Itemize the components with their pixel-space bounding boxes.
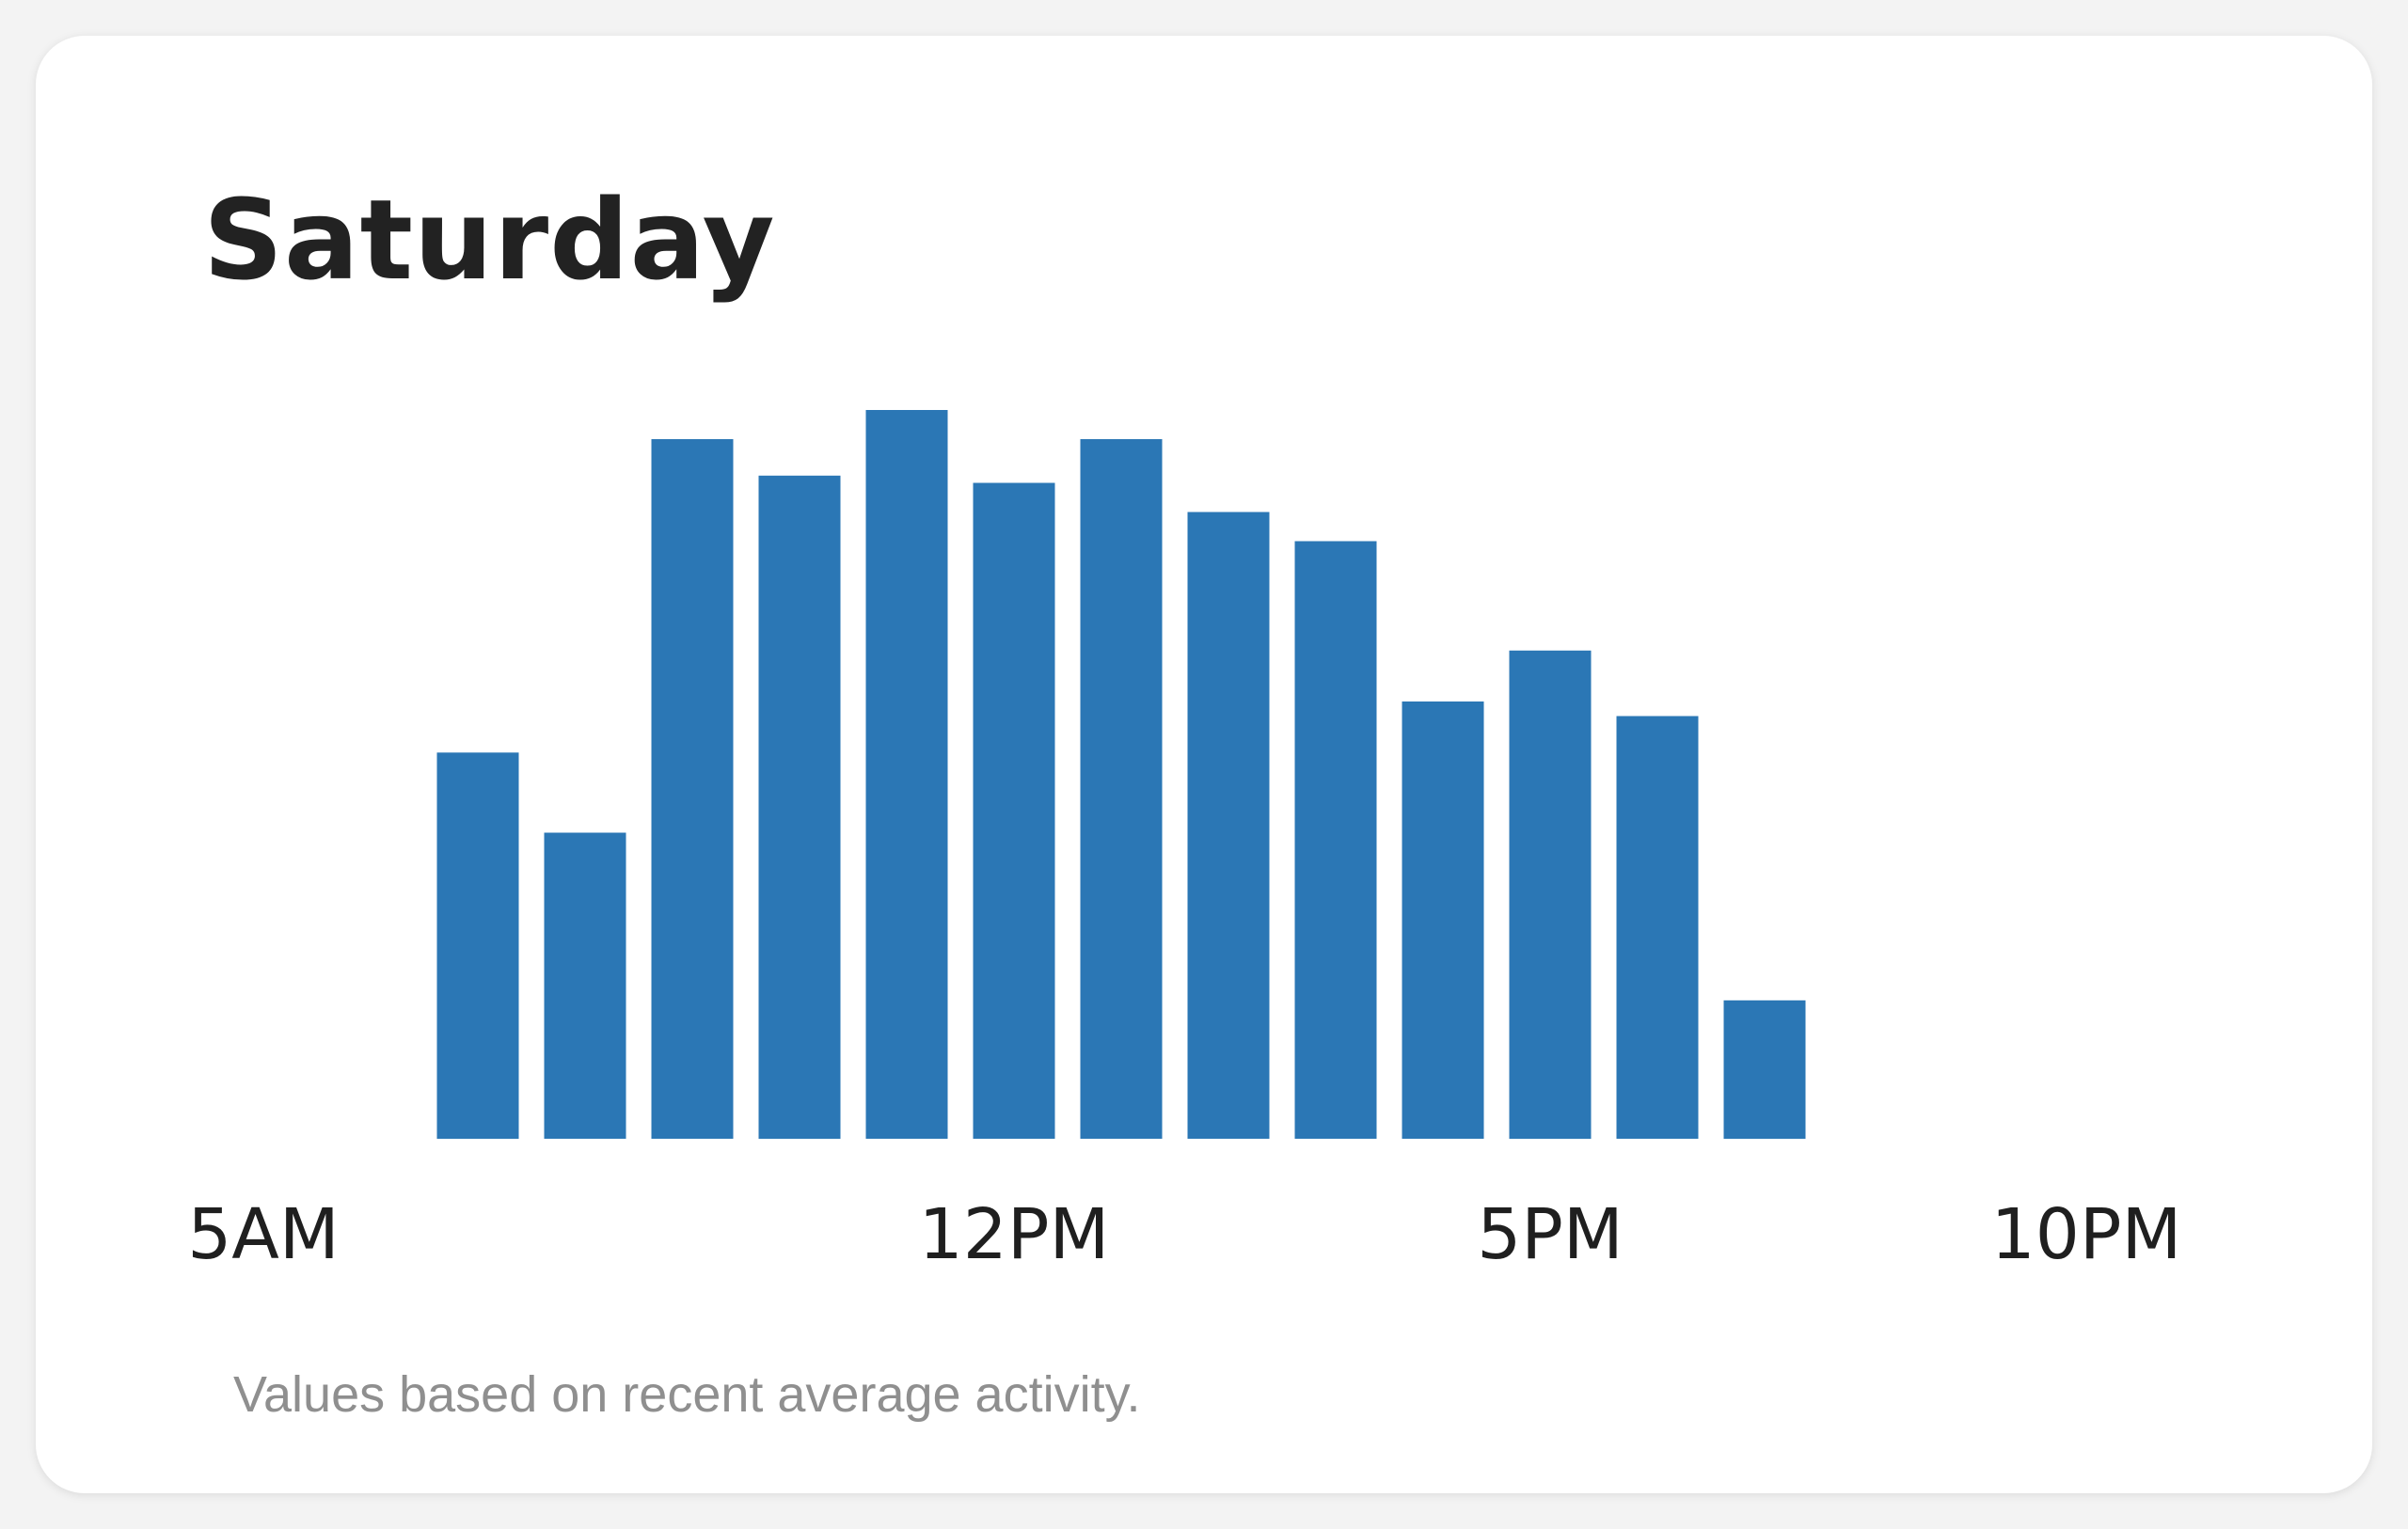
chart-title: Saturday	[203, 175, 776, 305]
bar	[1723, 1000, 1806, 1140]
bar	[544, 832, 626, 1139]
bar	[1402, 701, 1484, 1139]
bar	[651, 439, 734, 1139]
x-tick-label: 12PM	[919, 1194, 1110, 1275]
x-tick-label: 5PM	[1477, 1194, 1624, 1275]
x-tick-label: 5AM	[187, 1194, 340, 1275]
bar	[1509, 650, 1592, 1140]
bar	[1616, 716, 1699, 1139]
bar	[758, 475, 841, 1140]
chart-footnote: Values based on recent average activity.	[233, 1366, 1141, 1423]
bars-group	[436, 410, 1806, 1140]
bar	[1294, 541, 1377, 1139]
bar	[973, 482, 1055, 1139]
x-axis-ticks: 5AM 12PM 5PM 10PM	[187, 1194, 2181, 1275]
bar-chart: 5AM 12PM 5PM 10PM	[187, 410, 2181, 1275]
bar	[1080, 439, 1163, 1139]
bar	[436, 752, 519, 1140]
x-tick-label: 10PM	[1991, 1194, 2182, 1275]
bar	[1187, 512, 1270, 1139]
chart-card: Saturday 5AM 12PM 5PM 10PM Values based on …	[36, 36, 2372, 1493]
bar	[865, 410, 948, 1139]
